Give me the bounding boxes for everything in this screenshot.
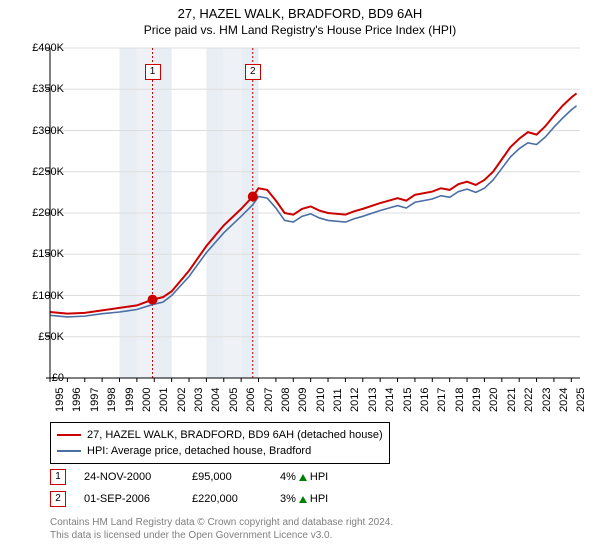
sale-hpi-delta-2: 3%: [280, 488, 296, 510]
y-tick-label: £400K: [4, 42, 64, 54]
y-tick-label: £150K: [4, 248, 64, 260]
x-tick-label: 2025: [575, 388, 587, 412]
sale-row-2: 2 01-SEP-2006 £220,000 3% HPI: [50, 488, 328, 510]
y-tick-label: £50K: [4, 331, 64, 343]
sale-line-marker: 2: [245, 64, 261, 80]
x-tick-label: 1998: [106, 388, 118, 412]
sale-hpi-label-1: HPI: [310, 466, 328, 488]
x-tick-label: 2003: [193, 388, 205, 412]
x-tick-label: 2000: [141, 388, 153, 412]
x-tick-label: 2012: [349, 388, 361, 412]
legend-label-hpi: HPI: Average price, detached house, Brad…: [87, 443, 311, 459]
sale-price-2: £220,000: [192, 488, 262, 510]
x-tick-label: 2020: [488, 388, 500, 412]
y-tick-label: £200K: [4, 207, 64, 219]
legend-item-property: 27, HAZEL WALK, BRADFORD, BD9 6AH (detac…: [57, 427, 383, 443]
x-tick-label: 2018: [454, 388, 466, 412]
chart-svg: [50, 48, 580, 378]
footer-line-1: Contains HM Land Registry data © Crown c…: [50, 516, 393, 529]
x-tick-label: 2015: [402, 388, 414, 412]
x-tick-label: 2023: [541, 388, 553, 412]
chart-title: 27, HAZEL WALK, BRADFORD, BD9 6AH: [0, 0, 600, 21]
sale-marker-1: 1: [50, 469, 66, 485]
legend-swatch-hpi: [57, 450, 81, 452]
x-tick-label: 2024: [558, 388, 570, 412]
footer-attribution: Contains HM Land Registry data © Crown c…: [50, 516, 393, 542]
footer-line-2: This data is licensed under the Open Gov…: [50, 529, 393, 542]
sale-row-1: 1 24-NOV-2000 £95,000 4% HPI: [50, 466, 328, 488]
legend-swatch-property: [57, 434, 81, 436]
sale-marker-2: 2: [50, 491, 66, 507]
chart-subtitle: Price paid vs. HM Land Registry's House …: [0, 21, 600, 41]
sale-hpi-1: 4% HPI: [280, 466, 328, 488]
x-tick-label: 2008: [280, 388, 292, 412]
y-tick-label: £250K: [4, 166, 64, 178]
sale-date-2: 01-SEP-2006: [84, 488, 174, 510]
sale-hpi-2: 3% HPI: [280, 488, 328, 510]
y-tick-label: £100K: [4, 290, 64, 302]
x-tick-label: 2014: [384, 388, 396, 412]
x-tick-label: 2021: [506, 388, 518, 412]
x-tick-label: 2009: [297, 388, 309, 412]
x-tick-label: 2005: [228, 388, 240, 412]
arrow-up-icon: [299, 474, 307, 481]
x-tick-label: 2022: [523, 388, 535, 412]
x-tick-label: 2010: [315, 388, 327, 412]
y-tick-label: £0: [4, 372, 64, 384]
sales-table: 1 24-NOV-2000 £95,000 4% HPI 2 01-SEP-20…: [50, 466, 328, 510]
x-tick-label: 1996: [71, 388, 83, 412]
x-tick-label: 1997: [89, 388, 101, 412]
sale-hpi-delta-1: 4%: [280, 466, 296, 488]
x-tick-label: 2002: [176, 388, 188, 412]
sale-date-1: 24-NOV-2000: [84, 466, 174, 488]
sale-price-1: £95,000: [192, 466, 262, 488]
arrow-up-icon: [299, 496, 307, 503]
x-tick-label: 1999: [124, 388, 136, 412]
legend-label-property: 27, HAZEL WALK, BRADFORD, BD9 6AH (detac…: [87, 427, 383, 443]
x-tick-label: 2004: [210, 388, 222, 412]
x-tick-label: 2011: [332, 388, 344, 412]
x-tick-label: 2007: [263, 388, 275, 412]
y-tick-label: £350K: [4, 83, 64, 95]
x-tick-label: 2013: [367, 388, 379, 412]
sale-line-marker: 1: [145, 64, 161, 80]
x-tick-label: 2001: [158, 388, 170, 412]
x-tick-label: 2006: [245, 388, 257, 412]
x-tick-label: 2016: [419, 388, 431, 412]
x-tick-label: 2017: [436, 388, 448, 412]
x-tick-label: 1995: [54, 388, 66, 412]
chart-plot-area: 12: [50, 48, 580, 378]
x-tick-label: 2019: [471, 388, 483, 412]
legend: 27, HAZEL WALK, BRADFORD, BD9 6AH (detac…: [50, 422, 390, 464]
legend-item-hpi: HPI: Average price, detached house, Brad…: [57, 443, 383, 459]
y-tick-label: £300K: [4, 125, 64, 137]
chart-container: 27, HAZEL WALK, BRADFORD, BD9 6AH Price …: [0, 0, 600, 560]
sale-hpi-label-2: HPI: [310, 488, 328, 510]
